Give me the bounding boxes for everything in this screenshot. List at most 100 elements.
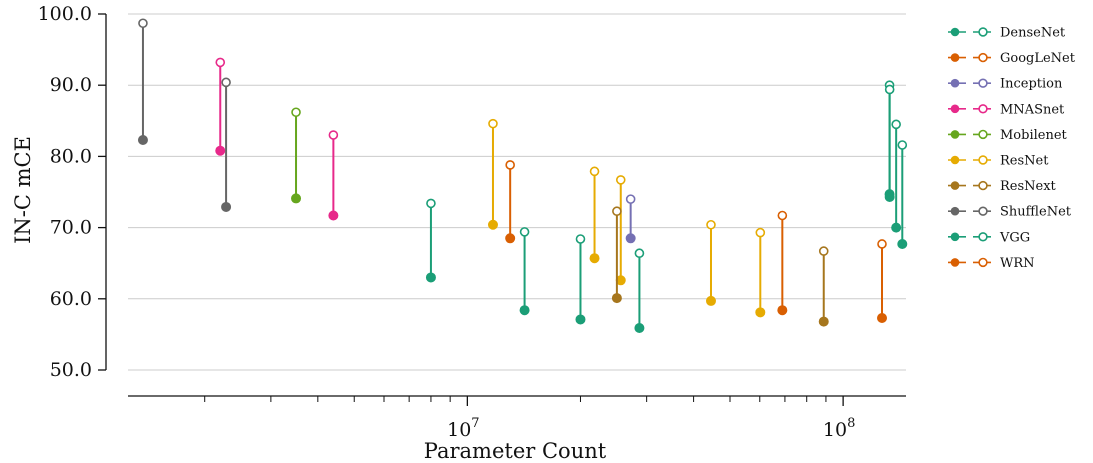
filled-point <box>221 201 232 212</box>
hollow-point <box>519 227 530 237</box>
filled-point <box>884 191 895 202</box>
filled-point <box>897 238 908 249</box>
y-tick-label: 50.0 <box>50 359 92 381</box>
hollow-point <box>818 246 829 256</box>
legend-hollow-marker <box>978 257 988 268</box>
filled-point <box>519 305 530 316</box>
legend-item-googlenet: GoogLeNet <box>948 51 1076 66</box>
series-googlenet <box>505 160 516 244</box>
hollow-point <box>884 84 895 95</box>
y-tick-label: 70.0 <box>50 217 92 239</box>
series-resnet <box>487 118 766 318</box>
legend-item-inception: Inception <box>948 77 1063 92</box>
legend-item-mnasnet: MNASnet <box>948 102 1065 117</box>
legend-label: Inception <box>1000 77 1063 92</box>
hollow-point <box>625 194 636 204</box>
series-densenet <box>425 198 645 333</box>
legend-hollow-marker <box>978 232 988 242</box>
hollow-point <box>138 18 148 29</box>
hollow-point <box>777 210 788 221</box>
y-tick-label: 80.0 <box>50 145 92 167</box>
filled-point <box>705 295 716 306</box>
filled-point <box>215 145 226 156</box>
hollow-point <box>215 57 226 68</box>
legend-label: ResNext <box>1000 179 1057 194</box>
hollow-point <box>877 239 887 249</box>
legend-filled-marker <box>950 78 960 88</box>
y-tick-label: 90.0 <box>50 74 92 96</box>
series-shufflenet <box>137 18 232 212</box>
legend-hollow-marker <box>978 206 988 216</box>
legend-label: Mobilenet <box>1000 128 1068 143</box>
hollow-point <box>615 175 626 185</box>
legend-item-mobilenet: Mobilenet <box>948 128 1068 143</box>
legend-hollow-marker <box>978 52 988 63</box>
series-vgg <box>884 80 908 249</box>
filled-point <box>575 314 586 325</box>
legend-label: ShuffleNet <box>1000 205 1072 220</box>
filled-point <box>611 293 622 304</box>
legend-filled-marker <box>950 206 960 216</box>
hollow-point <box>706 219 716 230</box>
hollow-point <box>897 140 908 150</box>
filled-point <box>487 219 498 230</box>
legend-item-resnet: ResNet <box>948 154 1049 169</box>
legend-hollow-marker <box>978 155 988 165</box>
legend-hollow-marker <box>978 104 988 114</box>
filled-point <box>137 135 148 146</box>
legend: DenseNet GoogLeNet Inception MNASnet Mobilen… <box>948 26 1076 271</box>
legend-label: MNASnet <box>1000 102 1065 117</box>
series-mobilenet <box>291 107 302 204</box>
legend-hollow-marker <box>978 129 988 140</box>
legend-filled-marker <box>950 130 960 139</box>
filled-point <box>877 313 888 324</box>
y-tick-label: 100.0 <box>38 3 92 25</box>
hollow-point <box>505 160 515 170</box>
legend-hollow-marker <box>978 78 988 88</box>
legend-label: DenseNet <box>1000 26 1066 41</box>
series-resnext <box>611 206 829 327</box>
legend-filled-marker <box>950 181 960 190</box>
hollow-point <box>634 248 645 259</box>
hollow-point <box>488 118 498 129</box>
hollow-point <box>291 107 301 118</box>
hollow-point <box>328 130 339 140</box>
legend-label: WRN <box>1000 256 1035 271</box>
legend-item-wrn: WRN <box>948 256 1035 271</box>
x-tick-label: 107 <box>447 416 479 441</box>
series-inception <box>625 194 636 244</box>
legend-filled-marker <box>950 27 960 37</box>
legend-filled-marker <box>950 155 960 165</box>
filled-point <box>777 305 788 316</box>
y-tick-label: 60.0 <box>50 288 92 310</box>
legend-filled-marker <box>950 53 960 62</box>
series-mnasnet <box>215 57 339 221</box>
hollow-point <box>426 198 436 209</box>
hollow-point <box>221 77 231 88</box>
legend-label: VGG <box>999 230 1030 245</box>
hollow-point <box>755 227 766 238</box>
filled-point <box>755 307 766 318</box>
hollow-point <box>891 119 901 130</box>
x-axis-label: Parameter Count <box>424 439 607 463</box>
x-tick-label: 108 <box>823 416 855 441</box>
filled-point <box>818 316 829 327</box>
legend-item-resnext: ResNext <box>948 179 1057 194</box>
axes: 50.0 60.0 70.0 80.0 90.0 100.0 107 108 <box>38 3 906 441</box>
hollow-point <box>589 166 600 177</box>
filled-point <box>328 210 339 221</box>
filled-point <box>291 193 302 204</box>
legend-filled-marker <box>950 258 960 267</box>
legend-item-shufflenet: ShuffleNet <box>948 205 1072 220</box>
legend-label: ResNet <box>1000 154 1049 169</box>
legend-item-vgg: VGG <box>948 230 1030 245</box>
legend-filled-marker <box>950 232 960 242</box>
grid <box>128 13 906 371</box>
legend-item-densenet: DenseNet <box>948 26 1066 41</box>
y-axis-label: IN-C mCE <box>11 136 35 244</box>
hollow-point <box>612 206 622 217</box>
series-wrn <box>777 210 888 324</box>
filled-point <box>589 253 600 264</box>
legend-label: GoogLeNet <box>1000 51 1076 66</box>
